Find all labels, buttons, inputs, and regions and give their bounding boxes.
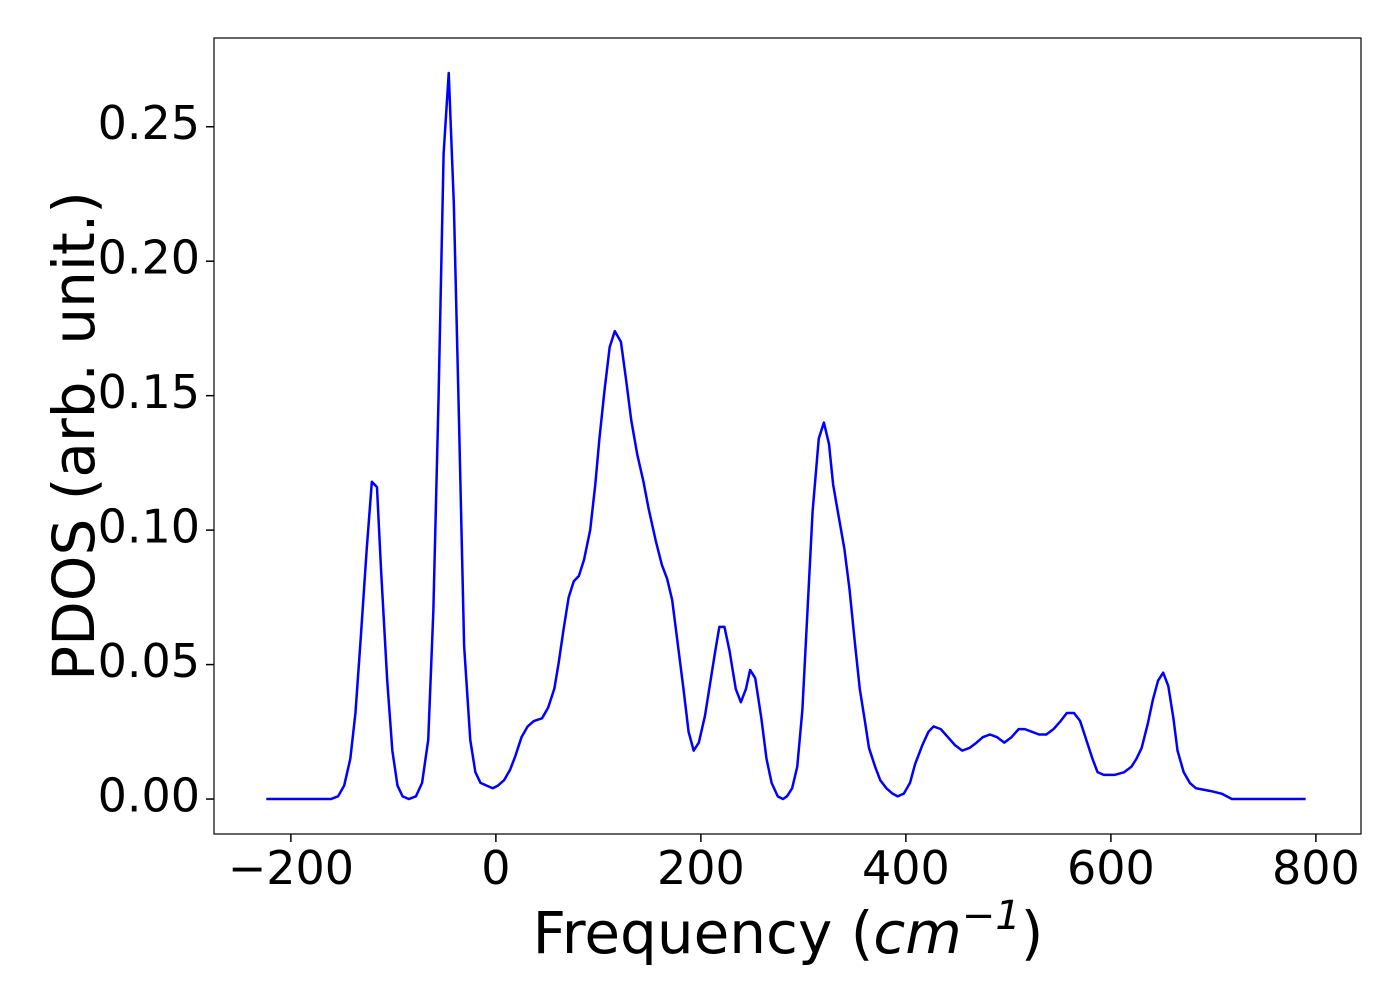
y-tick-label: 0.20 [98,231,200,285]
y-tick-label: 0.25 [98,96,200,150]
x-tick-label: 0 [481,841,510,895]
x-tick-label: −200 [228,841,354,895]
x-tick-label: 200 [657,841,745,895]
x-tick-label: 800 [1272,841,1360,895]
x-tick-label: 400 [862,841,950,895]
x-axis-label: Frequency (cm−1) [533,893,1044,967]
x-label-unit: cm [873,899,961,967]
y-tick-label: 0.00 [98,769,200,823]
x-label-text: Frequency ( [533,899,874,967]
y-tick-label: 0.10 [98,500,200,554]
y-tick-label: 0.15 [98,365,200,419]
x-label-exponent: −1 [962,893,1021,939]
plot-frame [213,37,1362,835]
x-tick-label: 600 [1067,841,1155,895]
x-label-close: ) [1021,899,1044,967]
y-axis-label: PDOS (arb. unit.) [40,191,108,681]
data-line [266,71,1306,801]
y-tick-label: 0.05 [98,634,200,688]
